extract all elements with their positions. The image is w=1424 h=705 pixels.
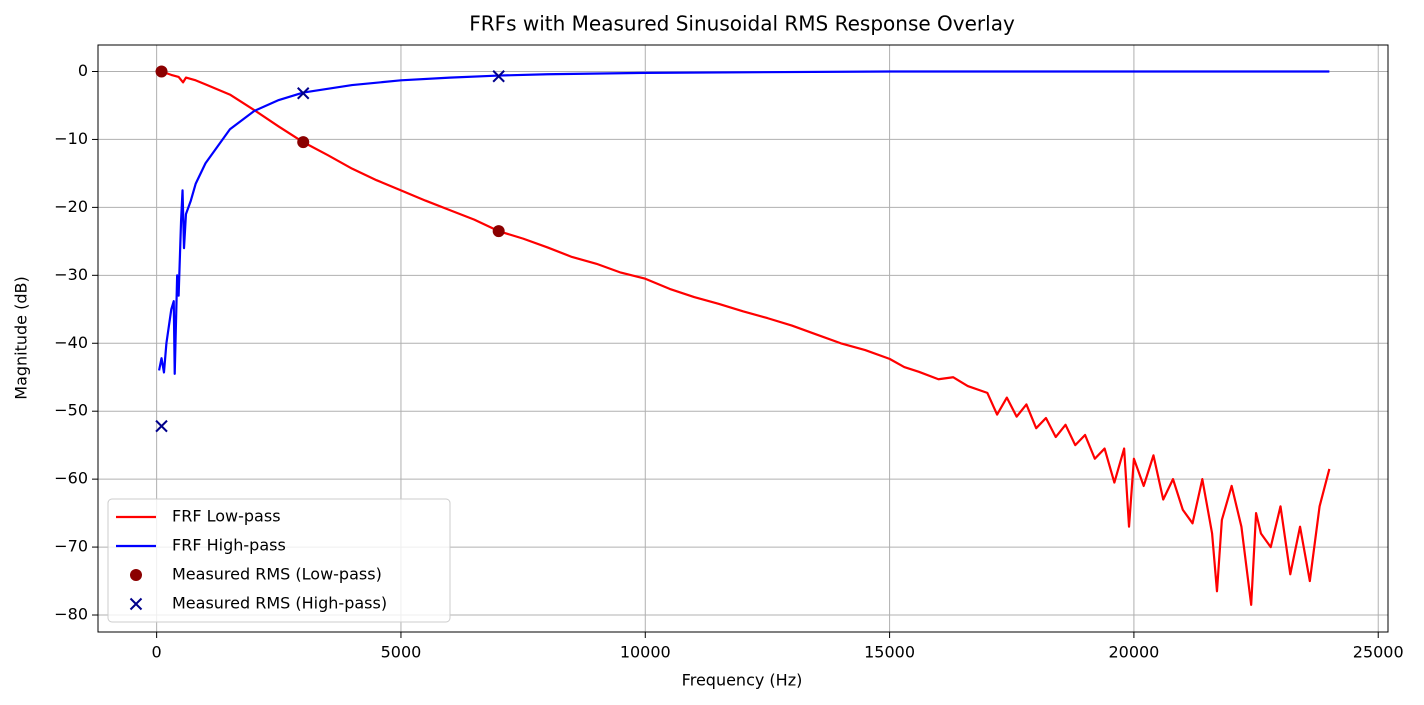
legend-label: FRF Low-pass (172, 507, 281, 526)
marker (155, 65, 168, 78)
x-tick-label: 25000 (1353, 643, 1404, 662)
plot-frame (97, 44, 1389, 633)
y-tick-label: 0 (78, 61, 88, 80)
x-tick-label: 10000 (620, 643, 671, 662)
x-tick-label: 5000 (381, 643, 422, 662)
legend-label: Measured RMS (High-pass) (172, 594, 387, 613)
x-tick-label: 20000 (1108, 643, 1159, 662)
y-axis-label: Magnitude (dB) (12, 276, 31, 399)
legend-marker (129, 597, 143, 611)
marker (297, 136, 310, 149)
y-tick-label: −60 (54, 469, 88, 488)
chart-title: FRFs with Measured Sinusoidal RMS Respon… (469, 12, 1015, 36)
frf-line (161, 70, 1331, 606)
y-tick-label: −30 (54, 265, 88, 284)
y-tick-label: −50 (54, 401, 88, 420)
marker (297, 87, 310, 100)
legend-box (107, 498, 451, 623)
legend-marker (130, 569, 142, 581)
marker (492, 225, 505, 238)
y-tick-label: −10 (54, 129, 88, 148)
y-tick-label: −20 (54, 197, 88, 216)
marker (492, 70, 505, 83)
plot-area (155, 65, 1331, 606)
x-tick-label: 15000 (864, 643, 915, 662)
legend-label: FRF High-pass (172, 536, 286, 555)
y-tick-label: −80 (54, 605, 88, 624)
y-tick-label: −70 (54, 537, 88, 556)
frf-line (158, 70, 1330, 375)
legend-label: Measured RMS (Low-pass) (172, 565, 382, 584)
y-tick-label: −40 (54, 333, 88, 352)
x-tick-label: 0 (152, 643, 162, 662)
marker (155, 419, 168, 433)
x-axis-label: Frequency (Hz) (682, 671, 803, 690)
